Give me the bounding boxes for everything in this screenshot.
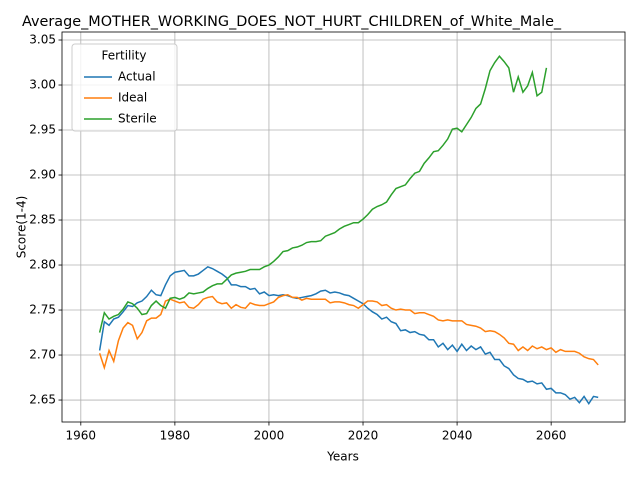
plot-frame [61,31,626,423]
y-tick-label: 3.05 [29,33,56,47]
x-tick-label: 1980 [160,429,191,443]
y-tick-label: 2.80 [29,258,56,272]
x-tick-label: 2000 [254,429,285,443]
y-tick-label: 2.90 [29,168,56,182]
y-tick-label: 2.70 [29,348,56,362]
legend-title: Fertility [101,49,146,63]
y-tick-label: 3.00 [29,78,56,92]
legend-label: Sterile [118,112,157,126]
series-line [98,265,599,406]
chart-title: Average_MOTHER_WORKING_DOES_NOT_HURT_CHI… [22,14,562,30]
x-tick-label: 2040 [442,429,473,443]
x-tick-label: 1960 [66,429,97,443]
y-axis-label: Score(1-4) [15,196,29,259]
x-axis-label: Years [326,450,359,464]
legend-label: Ideal [118,91,147,105]
y-tick-label: 2.65 [29,393,56,407]
y-tick-label: 2.75 [29,303,56,317]
y-tick-label: 2.95 [29,123,56,137]
legend: Fertility Actual Ideal Sterile [71,43,178,132]
legend-label: Actual [118,70,156,84]
series-line [98,55,548,333]
grid [62,32,625,422]
x-tick-label: 2020 [348,429,379,443]
plot-lines [98,55,599,406]
series-line [98,293,599,371]
y-tick-label: 2.85 [29,213,56,227]
legend-box [71,43,178,132]
x-tick-label: 2060 [536,429,567,443]
